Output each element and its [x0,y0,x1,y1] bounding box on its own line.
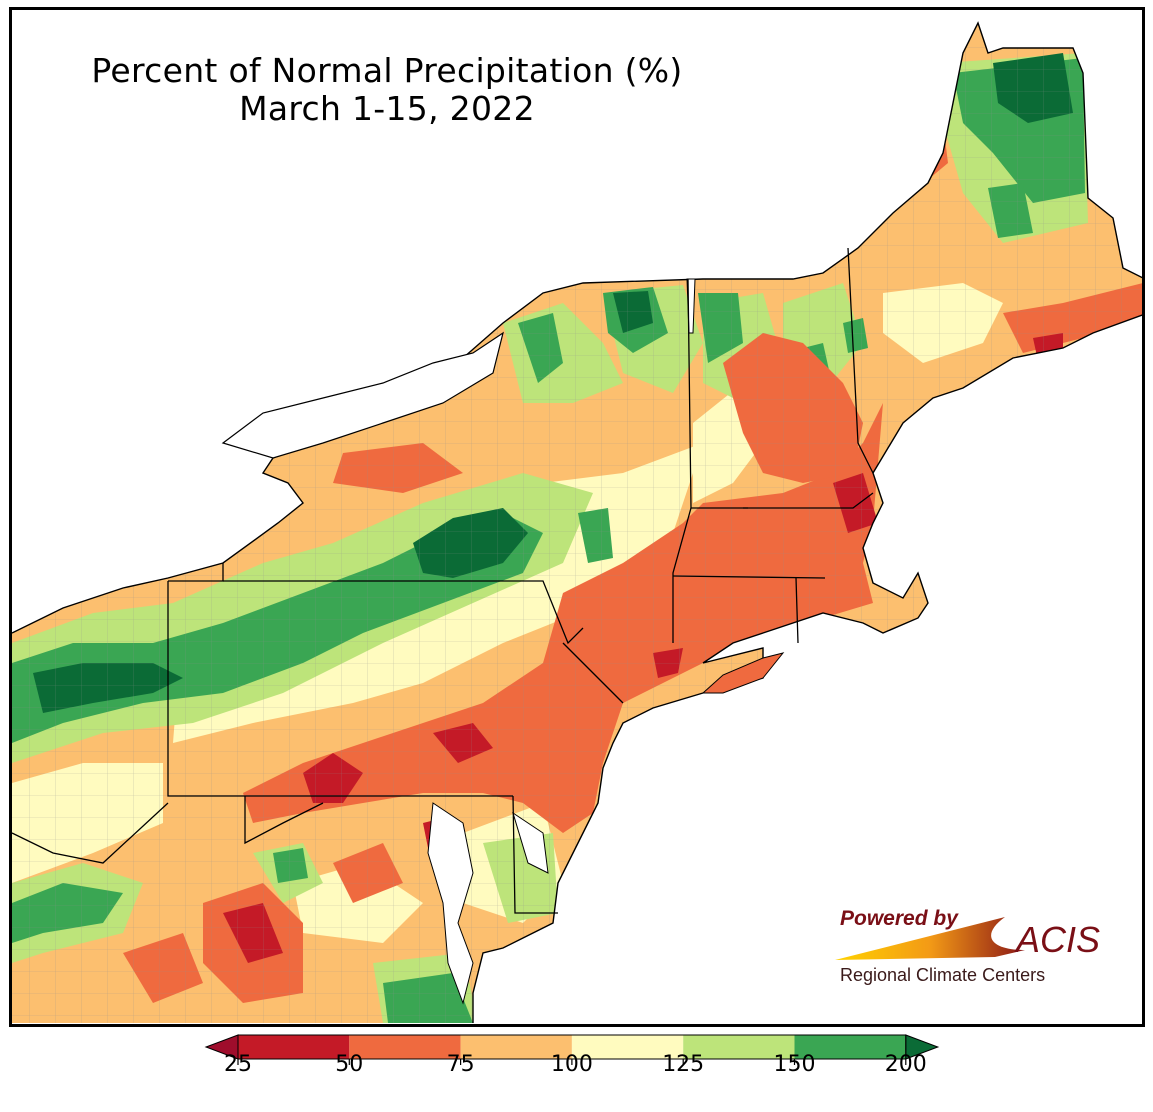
map-frame: Percent of Normal Precipitation (%) Marc… [9,7,1145,1027]
map-title: Percent of Normal Precipitation (%) [91,51,683,90]
legend-tick-label: 200 [884,1052,927,1077]
legend-tick-label: 50 [335,1052,364,1077]
legend-tick-label: 150 [773,1052,816,1077]
acis-logo: Powered by ACIS Regional Climate Centers [835,907,1100,985]
pa-borders [167,581,513,797]
legend-swatch [794,1035,906,1059]
ma-ct-border [672,575,826,579]
logo-powered-by: Powered by [840,907,959,930]
logo-swoosh [835,917,1025,960]
legend-swatch [349,1035,461,1059]
logo-acis-text: ACIS [1014,919,1100,960]
precipitation-field [12,23,1142,1023]
wv-oh-border [12,802,169,864]
county-borders [12,23,1142,1023]
map-subtitle: March 1-15, 2022 [239,89,535,128]
chesapeake-bay [427,802,474,1005]
legend-colorbar [204,1034,940,1065]
nh-ma-border [743,492,874,509]
ct-ri-border [795,577,799,644]
nj-ny-border [562,642,624,704]
legend-bar [204,1034,940,1065]
de-border [512,795,558,914]
legend-swatch [571,1035,684,1059]
logo-subtitle: Regional Climate Centers [840,965,1045,985]
ny-pa-border [223,580,584,645]
legend-swatch [460,1035,572,1059]
legend-swatch [238,1035,350,1059]
precipitation-map [12,21,1142,1023]
md-wv-border [244,796,324,845]
state-borders [12,247,874,914]
legend-swatch [683,1035,795,1059]
legend-tick-label: 125 [662,1052,705,1077]
ny-ma-ct-border [672,507,692,643]
legend-tick-label: 75 [446,1052,475,1077]
nh-me-border [847,247,874,474]
legend-tick-label: 25 [224,1052,252,1077]
delaware-bay [512,811,549,874]
legend-tick-label: 100 [550,1052,593,1077]
lake-ontario [221,331,504,459]
long-island [701,652,785,694]
